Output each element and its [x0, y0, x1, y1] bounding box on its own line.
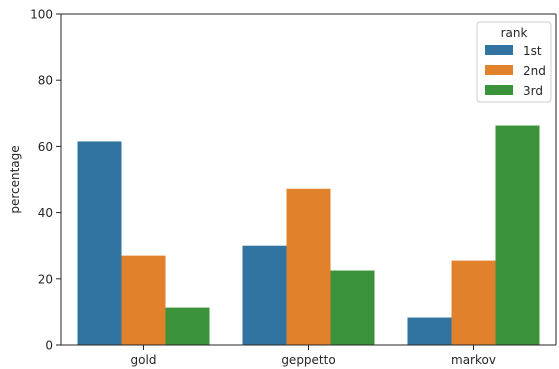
bar-2nd-geppetto — [286, 188, 331, 345]
y-ticks-group: 0 20 40 60 80 100 — [30, 8, 61, 353]
bar-1st-gold — [77, 141, 122, 345]
legend-swatch — [485, 45, 513, 55]
legend-items: 1st 2nd 3rd — [485, 44, 546, 98]
legend-swatch — [485, 85, 513, 95]
x-tick-label: markov — [451, 353, 496, 367]
bar-1st-geppetto — [242, 245, 287, 345]
y-tick-label: 100 — [30, 8, 53, 22]
x-tick-label: geppetto — [281, 353, 335, 367]
bar-1st-markov — [407, 317, 452, 345]
y-axis-label: percentage — [8, 145, 22, 213]
bar-3rd-gold — [165, 307, 210, 345]
bars-group — [77, 125, 540, 345]
y-tick-label: 20 — [38, 272, 53, 286]
y-tick-label: 60 — [38, 140, 53, 154]
y-tick-label: 0 — [45, 339, 53, 353]
legend: rank 1st 2nd 3rd — [476, 21, 552, 103]
bar-3rd-geppetto — [330, 270, 375, 345]
bar-3rd-markov — [495, 125, 540, 345]
legend-label: 1st — [523, 44, 542, 58]
x-tick-label: gold — [131, 353, 157, 367]
legend-frame — [476, 21, 552, 103]
legend-title: rank — [501, 26, 528, 40]
legend-label: 2nd — [523, 64, 546, 78]
bar-2nd-markov — [451, 260, 496, 345]
bar-2nd-gold — [121, 255, 166, 345]
y-tick-label: 80 — [38, 74, 53, 88]
legend-label: 3rd — [523, 84, 543, 98]
y-tick-label: 40 — [38, 206, 53, 220]
x-ticks-group: gold geppetto markov — [131, 345, 496, 367]
legend-swatch — [485, 65, 513, 75]
